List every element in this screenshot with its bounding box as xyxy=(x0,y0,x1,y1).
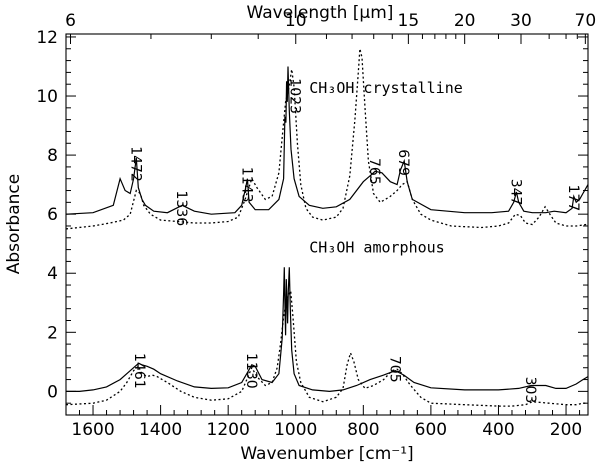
x-tick-label: 1600 xyxy=(71,420,114,440)
spectrum-solid-line xyxy=(65,66,589,215)
sample-label: CH₃OH crystalline xyxy=(309,79,463,97)
y-tick-label: 4 xyxy=(47,264,58,284)
y-tick-label: 10 xyxy=(36,87,58,107)
top-tick-label: 70 xyxy=(575,11,597,31)
y-tick-label: 6 xyxy=(47,205,58,225)
peak-label: 177 xyxy=(565,185,581,212)
spectrum-dotted-line xyxy=(65,288,588,407)
peak-label: 1461 xyxy=(131,353,147,389)
x-tick-label: 1400 xyxy=(139,420,182,440)
top-tick-label: 6 xyxy=(65,11,76,31)
y-tick-label: 2 xyxy=(47,323,58,343)
x-tick-label: 600 xyxy=(415,420,447,440)
peak-label: 1143 xyxy=(238,167,254,203)
top-tick-label: 20 xyxy=(454,11,476,31)
spectrum-dotted-line xyxy=(65,48,588,230)
y-axis-title: Absorbance xyxy=(4,174,24,274)
peak-label: 1023 xyxy=(286,78,302,114)
x-tick-label: 200 xyxy=(550,420,582,440)
top-tick-label: 15 xyxy=(398,11,420,31)
peak-label: 347 xyxy=(507,179,523,206)
peak-label: 765 xyxy=(366,158,382,185)
top-axis-title: Wavelength [μm] xyxy=(247,3,394,23)
spectrum-solid-line xyxy=(66,267,589,393)
peak-label: 1336 xyxy=(173,191,189,227)
x-tick-label: 1000 xyxy=(274,420,317,440)
peak-label: 1472 xyxy=(127,146,143,182)
sample-label: CH₃OH amorphous xyxy=(309,239,444,257)
peak-label: 1130 xyxy=(243,353,259,389)
peak-label: 705 xyxy=(386,356,402,383)
x-axis-title: Wavenumber [cm⁻¹] xyxy=(240,444,413,464)
x-tick-label: 400 xyxy=(482,420,514,440)
spectra-lines xyxy=(65,48,589,407)
peak-labels: 1472 1336 1143 1023 765 679 347 177 1461 1130 705 3… xyxy=(127,78,581,404)
y-tick-label: 8 xyxy=(47,146,58,166)
peak-label: 679 xyxy=(395,149,411,176)
top-tick-label: 10 xyxy=(285,11,307,31)
plot-frame xyxy=(65,33,589,416)
x-tick-label: 800 xyxy=(347,420,379,440)
x-tick-label: 1200 xyxy=(207,420,250,440)
axis-ticks: 1600 1400 1200 1000 800 600 400 200 0 2 4 6 8 10 12 6 10… xyxy=(36,11,596,440)
y-tick-label: 0 xyxy=(47,382,58,402)
y-tick-label: 12 xyxy=(36,28,58,48)
top-tick-label: 30 xyxy=(510,11,532,31)
peak-label: 303 xyxy=(522,377,538,404)
